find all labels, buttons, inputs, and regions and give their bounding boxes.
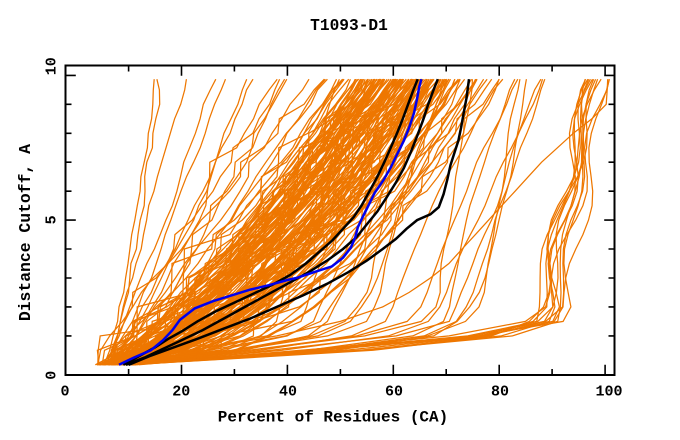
svg-text:100: 100	[595, 383, 622, 400]
svg-text:20: 20	[172, 383, 190, 400]
svg-text:T1093-D1: T1093-D1	[310, 17, 388, 35]
svg-text:60: 60	[385, 383, 403, 400]
svg-text:0: 0	[44, 371, 61, 380]
svg-text:Percent of Residues (CA): Percent of Residues (CA)	[218, 409, 448, 427]
svg-text:5: 5	[44, 215, 61, 224]
svg-text:0: 0	[60, 383, 69, 400]
svg-text:40: 40	[279, 383, 297, 400]
svg-text:80: 80	[491, 383, 509, 400]
svg-text:10: 10	[44, 57, 61, 75]
svg-text:Distance Cutoff, A: Distance Cutoff, A	[16, 144, 35, 321]
